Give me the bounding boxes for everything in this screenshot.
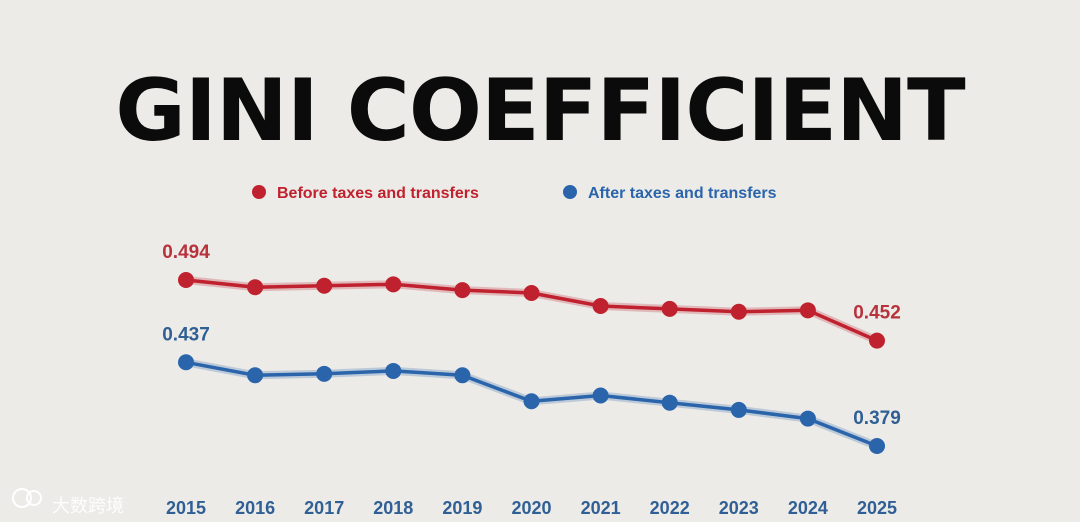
data-point-1-3 xyxy=(385,362,402,379)
legend-label-1: After taxes and transfers xyxy=(588,185,777,202)
data-point-1-8 xyxy=(730,401,747,418)
data-point-1-4 xyxy=(454,367,471,384)
data-point-1-5 xyxy=(523,393,540,410)
data-point-0-6 xyxy=(592,297,609,314)
data-point-0-0 xyxy=(178,272,194,288)
data-point-1-1 xyxy=(247,367,264,384)
data-label-0: 0.494 xyxy=(162,242,210,263)
data-point-0-3 xyxy=(385,276,402,293)
data-label-2: 0.437 xyxy=(162,324,210,345)
legend-marker-1 xyxy=(563,185,577,199)
data-point-1-6 xyxy=(592,387,609,404)
x-tick-label: 2017 xyxy=(304,498,344,518)
x-tick-label: 2025 xyxy=(857,498,897,518)
data-point-0-8 xyxy=(730,303,747,320)
x-tick-label: 2024 xyxy=(788,498,828,518)
watermark: 大数跨境 xyxy=(12,488,124,517)
data-point-0-10 xyxy=(869,332,885,349)
data-point-0-4 xyxy=(454,282,471,299)
data-point-1-10 xyxy=(869,438,885,454)
x-axis-ticks: 2015 2016 2017 2018 2019 2020 2021 2022 2023 2024… xyxy=(166,498,897,518)
data-label-1: 0.452 xyxy=(853,303,901,324)
logo-icon xyxy=(12,488,42,508)
x-tick-label: 2022 xyxy=(650,498,690,518)
data-labels: 0.494 0.452 0.437 0.379 xyxy=(162,242,901,429)
data-point-1-9 xyxy=(799,410,816,427)
data-point-1-7 xyxy=(661,394,678,411)
watermark-text: 大数跨境 xyxy=(52,496,124,517)
data-point-0-7 xyxy=(661,300,678,317)
data-point-0-9 xyxy=(799,302,816,319)
data-point-1-0 xyxy=(178,354,194,371)
legend: Before taxes and transfers After taxes an… xyxy=(252,185,777,202)
data-point-0-2 xyxy=(316,277,333,294)
data-point-0-5 xyxy=(523,284,540,301)
x-tick-label: 2016 xyxy=(235,498,275,518)
x-tick-label: 2023 xyxy=(719,498,759,518)
data-label-3: 0.379 xyxy=(853,408,901,429)
legend-label-0: Before taxes and transfers xyxy=(277,185,479,202)
x-tick-label: 2015 xyxy=(166,498,206,518)
series-points xyxy=(178,272,885,454)
x-tick-label: 2019 xyxy=(442,498,482,518)
x-tick-label: 2020 xyxy=(511,498,551,518)
legend-marker-0 xyxy=(252,185,266,199)
chart-title: GINI COEFFICIENT xyxy=(115,61,966,161)
x-tick-label: 2021 xyxy=(581,498,621,518)
data-point-0-1 xyxy=(247,279,264,296)
x-tick-label: 2018 xyxy=(373,498,413,518)
data-point-1-2 xyxy=(316,365,333,382)
series-lines xyxy=(182,276,881,450)
